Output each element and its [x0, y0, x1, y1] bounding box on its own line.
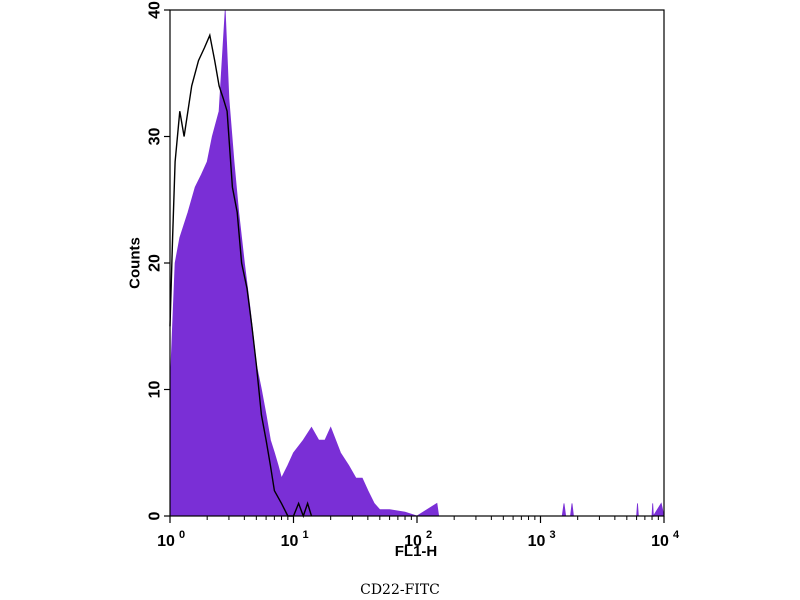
x-tick-exponent: 4	[673, 529, 680, 541]
x-tick-exponent: 3	[550, 529, 556, 541]
y-axis-label: Counts	[126, 237, 143, 289]
x-axis-label: FL1-H	[395, 543, 438, 560]
x-axis-ticks: 10 0 10 1 10 2 10 3 10 4	[157, 516, 680, 550]
figure-caption: CD22-FITC	[360, 582, 440, 598]
series-group	[169, 9, 665, 519]
y-tick-label: 20	[147, 254, 164, 272]
x-tick-label: 10	[281, 533, 299, 550]
x-tick-exponent: 1	[303, 529, 309, 541]
x-tick-label: 10	[528, 533, 546, 550]
x-tick-label: 10	[651, 533, 669, 550]
x-tick-label: 10	[404, 533, 422, 550]
x-tick-label: 10	[157, 533, 175, 550]
x-tick-exponent: 2	[426, 529, 432, 541]
x-tick-exponent: 0	[179, 529, 185, 541]
series-filled-histogram	[169, 9, 665, 518]
y-tick-label: 40	[147, 1, 164, 19]
y-axis-ticks: 0 10 20 30 40	[147, 1, 170, 520]
y-tick-label: 30	[147, 128, 164, 146]
y-tick-label: 0	[147, 511, 164, 520]
y-tick-label: 10	[147, 381, 164, 399]
